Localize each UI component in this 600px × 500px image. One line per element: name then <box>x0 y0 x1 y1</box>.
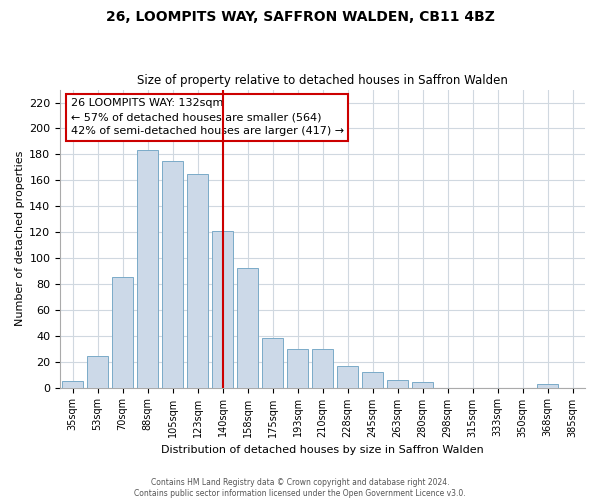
Y-axis label: Number of detached properties: Number of detached properties <box>15 151 25 326</box>
Text: 26 LOOMPITS WAY: 132sqm
← 57% of detached houses are smaller (564)
42% of semi-d: 26 LOOMPITS WAY: 132sqm ← 57% of detache… <box>71 98 344 136</box>
Bar <box>137 150 158 388</box>
Bar <box>187 174 208 388</box>
Bar <box>212 231 233 388</box>
Bar <box>287 348 308 388</box>
Bar <box>337 366 358 388</box>
Bar <box>387 380 408 388</box>
Bar <box>112 278 133 388</box>
X-axis label: Distribution of detached houses by size in Saffron Walden: Distribution of detached houses by size … <box>161 445 484 455</box>
Bar <box>62 381 83 388</box>
Bar <box>537 384 558 388</box>
Bar <box>312 348 333 388</box>
Bar <box>262 338 283 388</box>
Bar <box>87 356 108 388</box>
Text: Contains HM Land Registry data © Crown copyright and database right 2024.
Contai: Contains HM Land Registry data © Crown c… <box>134 478 466 498</box>
Title: Size of property relative to detached houses in Saffron Walden: Size of property relative to detached ho… <box>137 74 508 87</box>
Bar <box>412 382 433 388</box>
Bar <box>237 268 258 388</box>
Text: 26, LOOMPITS WAY, SAFFRON WALDEN, CB11 4BZ: 26, LOOMPITS WAY, SAFFRON WALDEN, CB11 4… <box>106 10 494 24</box>
Bar <box>362 372 383 388</box>
Bar <box>162 161 183 388</box>
